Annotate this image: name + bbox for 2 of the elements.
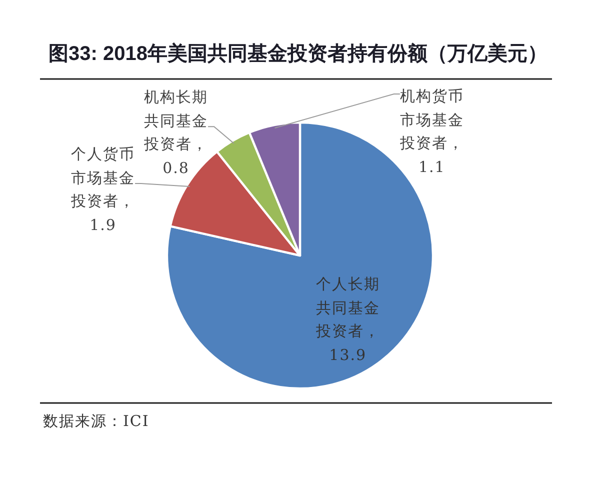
title: 图33: 2018年美国共同基金投资者持有份额（万亿美元）: [48, 43, 548, 65]
annotation: 数据来源：ICI: [43, 412, 150, 430]
